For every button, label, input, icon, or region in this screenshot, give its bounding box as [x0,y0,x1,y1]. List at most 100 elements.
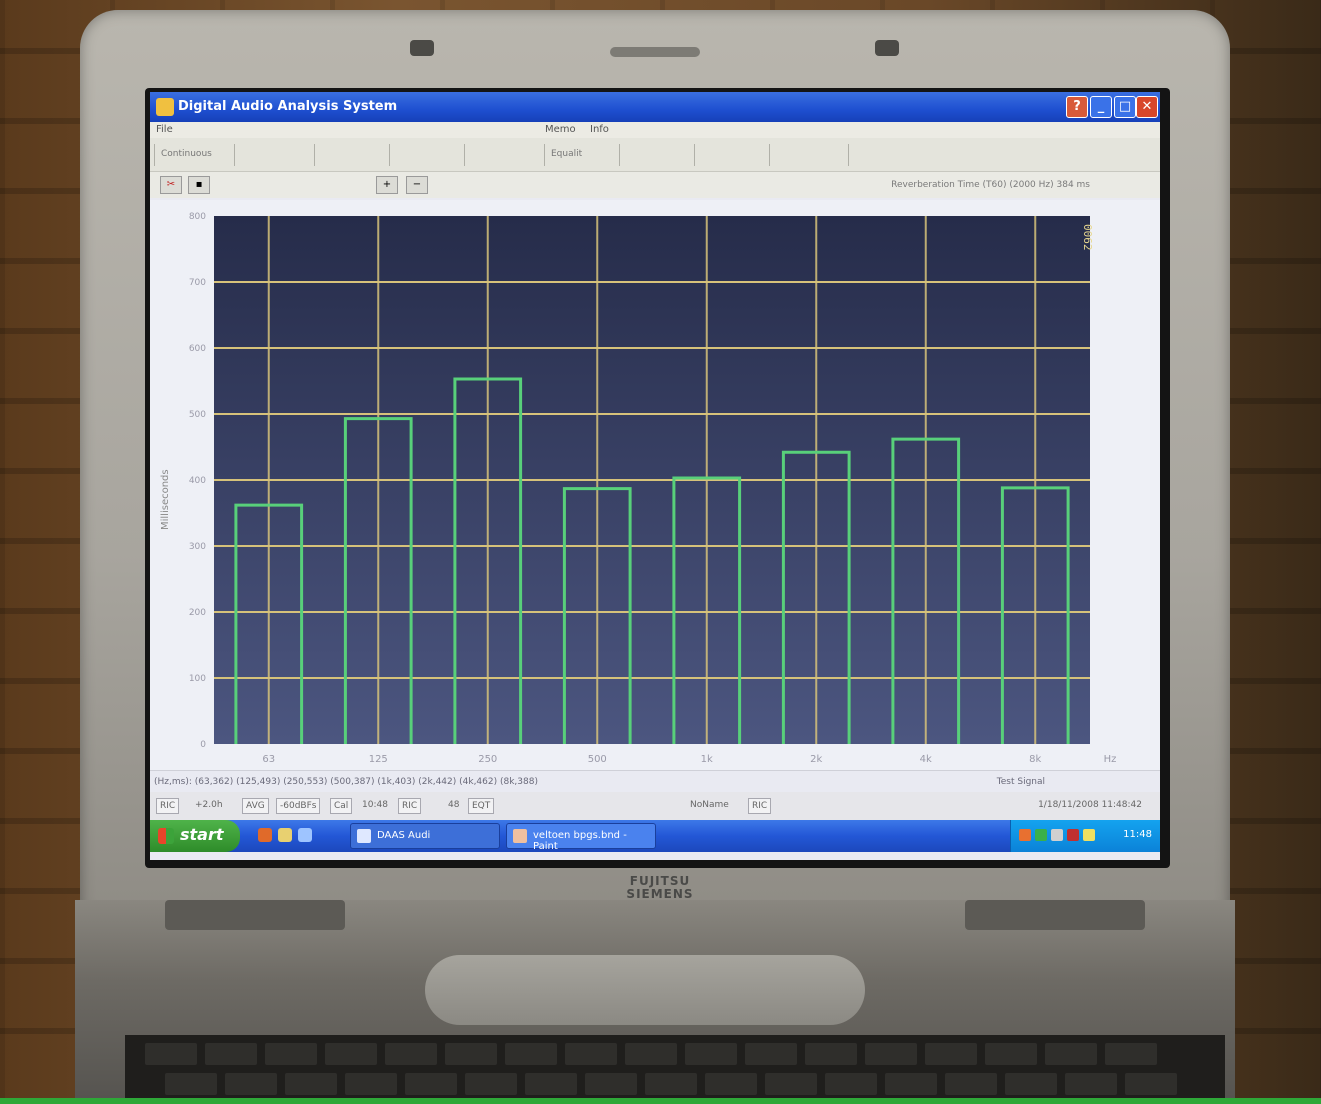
key [1005,1073,1057,1095]
key [1105,1043,1157,1065]
chart-area: 0 100 200 300 400 500 600 700 800 63 125 250 500 1k 2k… [150,200,1160,770]
hinge-left [165,900,345,930]
tray-network-icon[interactable] [1019,829,1031,841]
x-tick-label: 4k [920,754,932,765]
key [585,1073,637,1095]
close-button[interactable]: ✕ [1136,96,1158,118]
cut-icon[interactable]: ✂ [160,176,182,194]
media-icon[interactable] [298,828,312,842]
hinge-right [965,900,1145,930]
key [745,1043,797,1065]
mode-field[interactable]: Continuous [154,144,234,166]
paint-app-icon [513,829,527,843]
avg-button[interactable]: AVG [242,798,269,814]
dbfs-field[interactable]: -60dBFs [276,798,321,814]
task-daas[interactable]: DAAS Audi [350,823,500,849]
level-value: +2.0h [195,800,223,810]
daas-app-icon [357,829,371,843]
field-4[interactable] [389,144,464,166]
key [385,1043,437,1065]
equalizer-field[interactable]: Equalit [544,144,619,166]
key [685,1043,737,1065]
corner-label: 0062 [1081,224,1094,251]
laptop-brand-logo: FUJITSU SIEMENS [600,875,720,901]
cursor-button[interactable]: RIC [398,798,422,814]
tray-alert-icon[interactable] [1067,829,1079,841]
x-unit-label: Hz [1104,754,1117,765]
folder-icon[interactable] [278,828,292,842]
y-tick-label: 500 [189,410,206,420]
key [925,1043,977,1065]
system-tray: 11:48 [1010,820,1160,852]
eq-button[interactable]: EQT [468,798,495,814]
y-tick-label: 600 [189,344,206,354]
cal-button[interactable]: Cal [330,798,353,814]
y-tick-label: 700 [189,278,206,288]
y-tick-label: 300 [189,542,206,552]
datetime-stamp: 1/18/11/2008 11:48:42 [1038,800,1142,810]
zoom-in-icon[interactable]: + [376,176,398,194]
key [465,1073,517,1095]
y-tick-label: 800 [189,212,206,222]
field-2[interactable] [234,144,314,166]
key [265,1043,317,1065]
y-tick-label: 400 [189,476,206,486]
browser-icon[interactable] [258,828,272,842]
tray-power-icon[interactable] [1083,829,1095,841]
tray-clock: 11:48 [1123,829,1152,840]
measurement-status: Reverberation Time (T60) (2000 Hz) 384 m… [891,180,1090,190]
key [325,1043,377,1065]
key [145,1043,197,1065]
key [525,1073,577,1095]
key [1125,1073,1177,1095]
key [445,1043,497,1065]
x-tick-label: 125 [369,754,388,765]
desk-edge [0,1098,1321,1104]
start-button[interactable]: start [150,820,240,852]
field-5[interactable] [464,144,544,166]
bar-500 [562,487,632,744]
brand-bottom: SIEMENS [626,887,694,901]
key [285,1073,337,1095]
channel-button[interactable]: RIC [156,798,180,814]
average-count: 48 [448,800,460,810]
menu-file[interactable]: File [156,124,173,135]
task-paint[interactable]: veltoen bpgs.bnd - Paint [506,823,656,852]
menu-memo[interactable]: Memo [545,124,576,135]
minimize-button[interactable]: _ [1090,96,1112,118]
key [985,1043,1037,1065]
key [805,1043,857,1065]
help-button[interactable]: ? [1066,96,1088,118]
bar-250 [453,377,523,744]
name-value-button[interactable]: RIC [748,798,772,814]
task-paint-label: veltoen bpgs.bnd - Paint [533,830,627,852]
task-daas-label: DAAS Audi [377,830,431,841]
field-7[interactable] [619,144,694,166]
y-tick-label: 200 [189,608,206,618]
menu-bar: File Memo Info [150,122,1160,138]
field-8[interactable] [694,144,769,166]
x-tick-label: 500 [588,754,607,765]
window-titlebar: Digital Audio Analysis System ? _ □ ✕ [150,92,1160,122]
tray-volume-icon[interactable] [1051,829,1063,841]
key [705,1073,757,1095]
zoom-out-icon[interactable]: − [406,176,428,194]
tray-security-icon[interactable] [1035,829,1047,841]
key [625,1043,677,1065]
field-9[interactable] [769,144,849,166]
lid-clip-left [410,40,434,56]
key [885,1073,937,1095]
taskbar: start DAAS Audi veltoen bpgs.bnd - Paint… [150,820,1160,852]
key [945,1073,997,1095]
monitor-icon[interactable]: ▪ [188,176,210,194]
signal-label: Test Signal [996,777,1045,787]
key [825,1073,877,1095]
keyboard [125,1035,1225,1104]
menu-info[interactable]: Info [590,124,609,135]
lid-clip-right [875,40,899,56]
maximize-button[interactable]: □ [1114,96,1136,118]
field-3[interactable] [314,144,389,166]
key [865,1043,917,1065]
key [165,1073,217,1095]
settings-toolbar: Continuous Equalit [150,138,1160,172]
